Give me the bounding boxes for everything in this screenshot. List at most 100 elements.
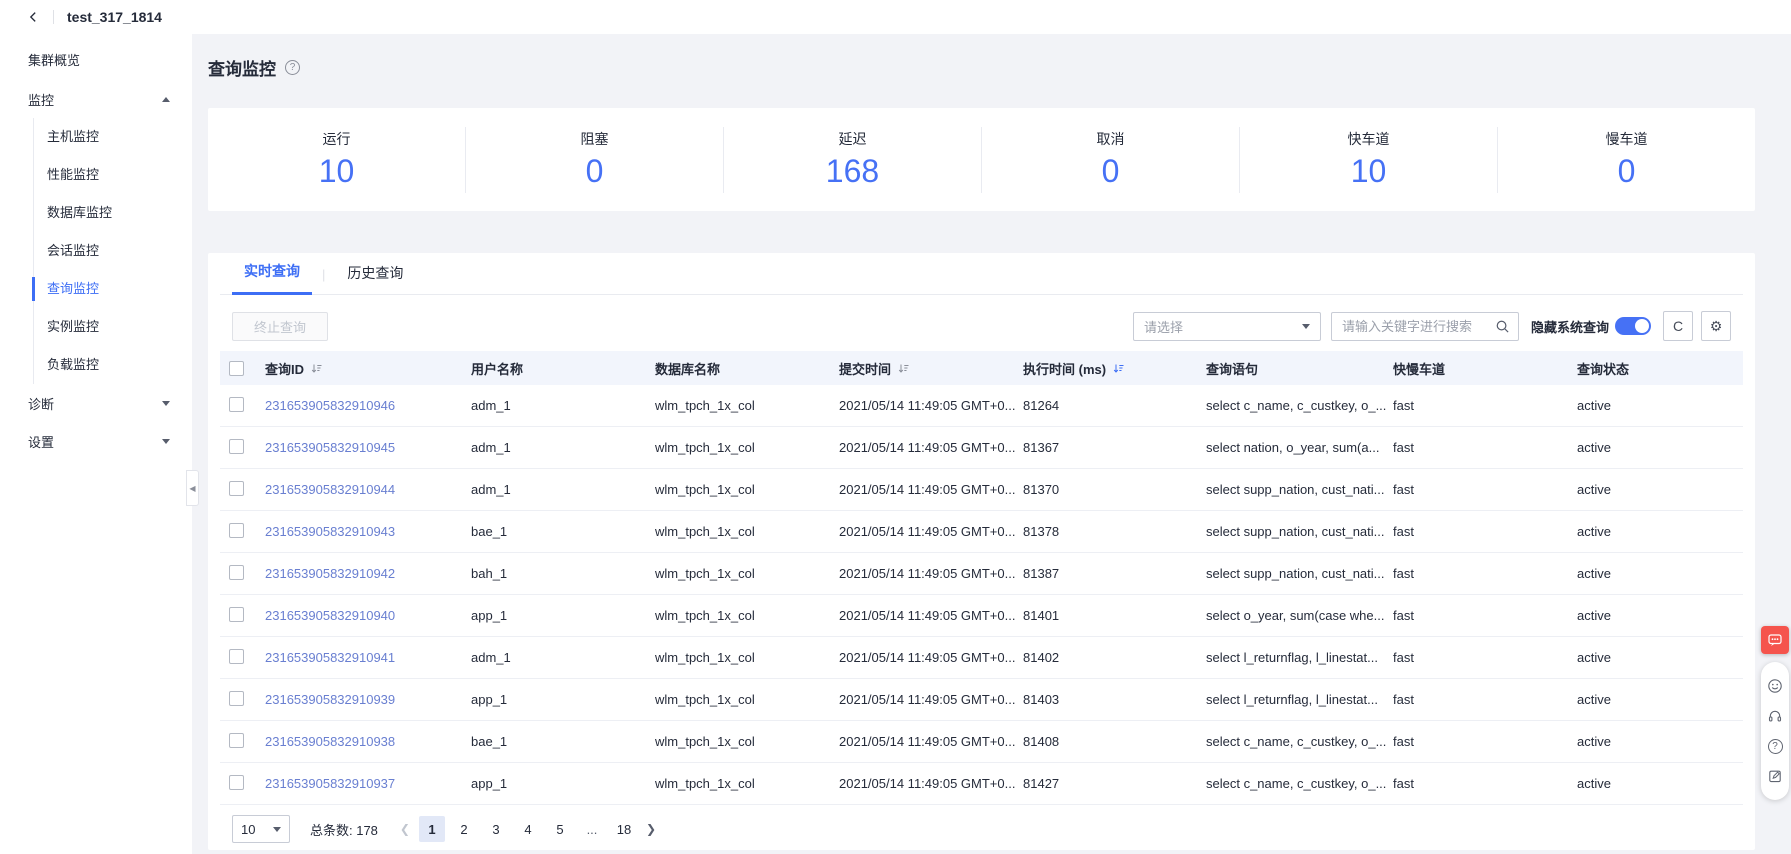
query-id-link[interactable]: 231653905832910946 bbox=[265, 398, 396, 413]
col-submit-time: 提交时间 bbox=[839, 361, 892, 377]
query-id-link[interactable]: 231653905832910938 bbox=[265, 734, 396, 749]
tab-history-query[interactable]: 历史查询 bbox=[347, 265, 404, 281]
cell-status: active bbox=[1577, 524, 1611, 539]
col-database-name: 数据库名称 bbox=[655, 361, 721, 377]
top-bar: test_317_1814 bbox=[0, 0, 1791, 34]
pagination: 10 总条数: 178 ❮ 1 2 3 4 5 ... 18 ❯ bbox=[232, 815, 1743, 843]
cell-status: active bbox=[1577, 398, 1611, 413]
row-checkbox[interactable] bbox=[229, 522, 244, 538]
cell-status: active bbox=[1577, 692, 1611, 707]
tabs: 实时查询 | 历史查询 bbox=[220, 253, 1743, 295]
sort-icon[interactable] bbox=[311, 363, 322, 374]
hide-system-query-toggle[interactable] bbox=[1615, 317, 1651, 335]
row-checkbox[interactable] bbox=[229, 648, 244, 664]
select-all-checkbox[interactable] bbox=[229, 360, 244, 376]
cell-submit: 2021/05/14 11:49:05 GMT+0... bbox=[839, 566, 1016, 581]
table-row: 231653905832910942 bah_1 wlm_tpch_1x_col… bbox=[220, 553, 1743, 595]
cell-user: adm_1 bbox=[471, 650, 511, 665]
cell-user: app_1 bbox=[471, 608, 508, 623]
sidebar-item-host-monitor[interactable]: 主机监控 bbox=[47, 129, 100, 144]
query-id-link[interactable]: 231653905832910944 bbox=[265, 482, 396, 497]
cell-submit: 2021/05/14 11:49:05 GMT+0... bbox=[839, 398, 1016, 413]
page-ellipsis: ... bbox=[586, 821, 598, 837]
sidebar-item-cluster-overview[interactable]: 集群概览 bbox=[28, 53, 81, 68]
sidebar-group-settings[interactable]: 设置 bbox=[0, 422, 192, 460]
cell-exec: 81378 bbox=[1023, 524, 1060, 539]
gear-icon[interactable]: ⚙ bbox=[1701, 311, 1731, 341]
sidebar-collapse-handle[interactable]: ◀ bbox=[186, 470, 199, 506]
sort-icon[interactable] bbox=[898, 363, 909, 374]
page-size-select[interactable]: 10 bbox=[232, 815, 290, 843]
cell-stmt: select supp_nation, cust_nati... bbox=[1206, 566, 1385, 581]
help-icon[interactable]: ? bbox=[1767, 738, 1783, 754]
row-checkbox[interactable] bbox=[229, 438, 244, 454]
row-checkbox[interactable] bbox=[229, 396, 244, 412]
query-id-link[interactable]: 231653905832910937 bbox=[265, 776, 396, 791]
table-row: 231653905832910937 app_1 wlm_tpch_1x_col… bbox=[220, 763, 1743, 805]
sidebar-item-load-monitor[interactable]: 负载监控 bbox=[47, 357, 100, 372]
query-id-link[interactable]: 231653905832910945 bbox=[265, 440, 396, 455]
cell-db: wlm_tpch_1x_col bbox=[655, 524, 755, 539]
terminate-query-button[interactable]: 终止查询 bbox=[232, 311, 329, 341]
sidebar-item-database-monitor[interactable]: 数据库监控 bbox=[47, 205, 113, 220]
page-number[interactable]: 2 bbox=[460, 821, 468, 837]
row-checkbox[interactable] bbox=[229, 774, 244, 790]
sidebar-group-monitor[interactable]: 监控 bbox=[0, 80, 192, 118]
col-query-status: 查询状态 bbox=[1577, 361, 1630, 377]
stat-fast-lane: 快车道 10 bbox=[1239, 126, 1497, 193]
row-checkbox[interactable] bbox=[229, 606, 244, 622]
page-number[interactable]: 3 bbox=[492, 821, 500, 837]
cell-exec: 81264 bbox=[1023, 398, 1060, 413]
page-number[interactable]: 1 bbox=[418, 816, 445, 842]
cell-exec: 81427 bbox=[1023, 776, 1060, 791]
search-icon[interactable] bbox=[1495, 319, 1510, 334]
table-row: 231653905832910941 adm_1 wlm_tpch_1x_col… bbox=[220, 637, 1743, 679]
sidebar-item-instance-monitor[interactable]: 实例监控 bbox=[47, 319, 100, 334]
query-id-link[interactable]: 231653905832910940 bbox=[265, 608, 396, 623]
smiley-icon[interactable] bbox=[1767, 678, 1783, 694]
headset-icon[interactable] bbox=[1767, 708, 1783, 724]
help-icon[interactable]: ? bbox=[285, 59, 300, 75]
table-row: 231653905832910944 adm_1 wlm_tpch_1x_col… bbox=[220, 469, 1743, 511]
sort-icon-active[interactable] bbox=[1113, 363, 1124, 374]
row-checkbox[interactable] bbox=[229, 690, 244, 706]
chat-icon[interactable] bbox=[1761, 626, 1789, 654]
row-checkbox[interactable] bbox=[229, 732, 244, 748]
search-input[interactable] bbox=[1341, 318, 1495, 334]
page-number[interactable]: 5 bbox=[556, 821, 564, 837]
query-id-link[interactable]: 231653905832910943 bbox=[265, 524, 396, 539]
back-icon[interactable] bbox=[26, 10, 40, 24]
cell-stmt: select supp_nation, cust_nati... bbox=[1206, 482, 1385, 497]
cell-stmt: select l_returnflag, l_linestat... bbox=[1206, 650, 1378, 665]
next-page-icon[interactable]: ❯ bbox=[645, 822, 657, 836]
chevron-down-icon bbox=[162, 438, 170, 444]
cell-lane: fast bbox=[1393, 608, 1414, 623]
cell-db: wlm_tpch_1x_col bbox=[655, 608, 755, 623]
cell-status: active bbox=[1577, 482, 1611, 497]
sidebar-item-session-monitor[interactable]: 会话监控 bbox=[47, 243, 100, 258]
tab-realtime-query[interactable]: 实时查询 bbox=[232, 261, 312, 295]
query-id-link[interactable]: 231653905832910942 bbox=[265, 566, 396, 581]
page-number[interactable]: 18 bbox=[616, 821, 632, 837]
cell-lane: fast bbox=[1393, 566, 1414, 581]
table-row: 231653905832910940 app_1 wlm_tpch_1x_col… bbox=[220, 595, 1743, 637]
sidebar-group-diagnosis[interactable]: 诊断 bbox=[0, 384, 192, 422]
cell-db: wlm_tpch_1x_col bbox=[655, 398, 755, 413]
cell-exec: 81402 bbox=[1023, 650, 1060, 665]
refresh-button[interactable]: C bbox=[1663, 311, 1693, 341]
query-id-link[interactable]: 231653905832910939 bbox=[265, 692, 396, 707]
cell-exec: 81401 bbox=[1023, 608, 1060, 623]
cell-stmt: select nation, o_year, sum(a... bbox=[1206, 440, 1380, 455]
feedback-icon[interactable] bbox=[1767, 768, 1783, 784]
row-checkbox[interactable] bbox=[229, 480, 244, 496]
filter-select[interactable]: 请选择 bbox=[1132, 311, 1321, 341]
row-checkbox[interactable] bbox=[229, 564, 244, 580]
floating-toolbar: ? bbox=[1761, 662, 1789, 800]
sidebar-item-query-monitor[interactable]: 查询监控 bbox=[32, 270, 192, 308]
sidebar-item-performance-monitor[interactable]: 性能监控 bbox=[47, 167, 100, 182]
page-number[interactable]: 4 bbox=[524, 821, 532, 837]
search-box bbox=[1330, 311, 1519, 341]
query-id-link[interactable]: 231653905832910941 bbox=[265, 650, 396, 665]
prev-page-icon[interactable]: ❮ bbox=[399, 822, 410, 836]
cell-status: active bbox=[1577, 440, 1611, 455]
